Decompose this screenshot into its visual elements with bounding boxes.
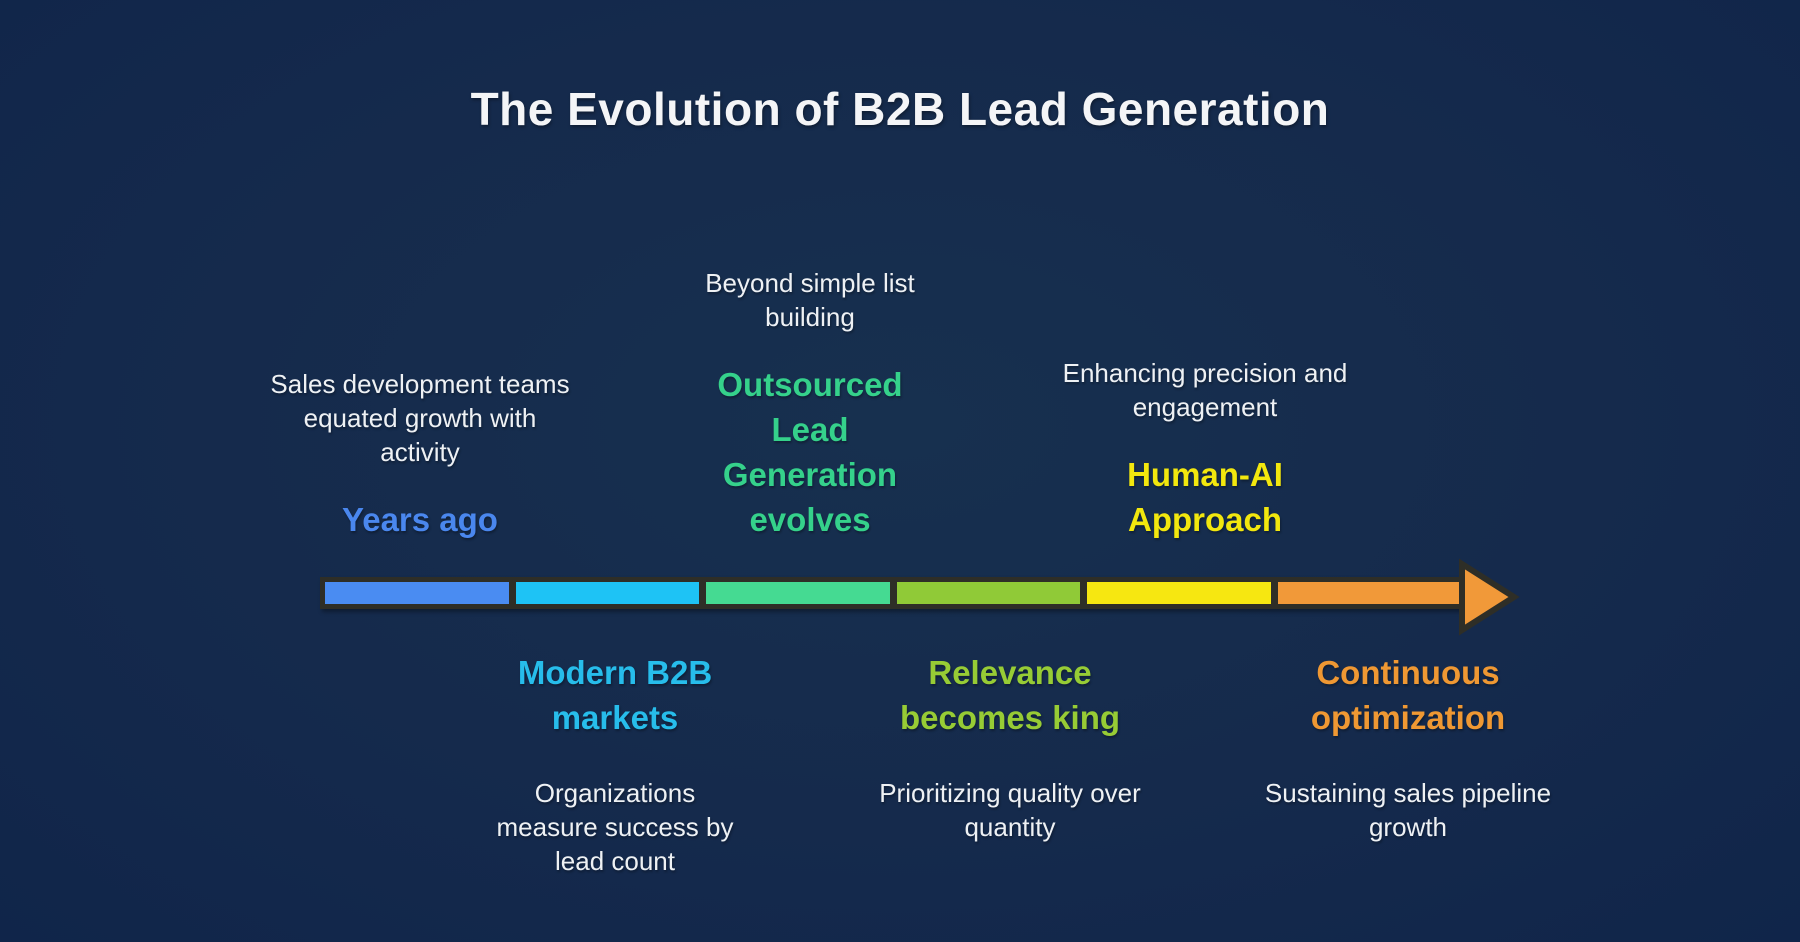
milestone-outsourced-lead-generation: Beyond simple list building Outsourced L…: [670, 266, 950, 542]
timeline-segment-modern-b2b-markets: [515, 582, 699, 604]
milestone-description: Sustaining sales pipeline growth: [1264, 778, 1552, 842]
milestone-heading: Modern B2B markets: [517, 654, 713, 736]
milestone-continuous-optimization: Continuous optimization Sustaining sales…: [1253, 650, 1563, 844]
milestone-description: Beyond simple list building: [705, 268, 915, 332]
milestone-heading: Outsourced Lead Generation evolves: [717, 366, 903, 538]
milestone-years-ago: Sales development teams equated growth w…: [270, 367, 570, 542]
timeline-segment-years-ago: [325, 582, 509, 604]
milestone-description: Sales development teams equated growth w…: [270, 369, 570, 467]
milestone-description: Organizations measure success by lead co…: [496, 778, 734, 876]
arrow-head-shape: [1459, 558, 1520, 636]
timeline-bar: [320, 577, 1466, 609]
timeline-segment-human-ai-approach: [1087, 582, 1271, 604]
timeline-segment-continuous-optimization: [1277, 582, 1461, 604]
milestone-description: Enhancing precision and engagement: [1062, 358, 1348, 422]
milestone-heading: Relevance becomes king: [899, 654, 1121, 736]
milestone-heading: Human-AI Approach: [1127, 456, 1283, 538]
milestone-heading: Years ago: [342, 501, 498, 538]
milestone-description: Prioritizing quality over quantity: [879, 778, 1141, 842]
milestone-human-ai-approach: Enhancing precision and engagement Human…: [1055, 356, 1355, 542]
milestone-modern-b2b-markets: Modern B2B markets Organizations measure…: [465, 650, 765, 878]
milestone-relevance-becomes-king: Relevance becomes king Prioritizing qual…: [860, 650, 1160, 844]
timeline-segment-outsourced-lead-generation: [706, 582, 890, 604]
page-title: The Evolution of B2B Lead Generation: [470, 83, 1330, 135]
timeline-arrow-icon: [1459, 558, 1520, 636]
milestone-heading: Continuous optimization: [1310, 654, 1506, 736]
timeline-segment-relevance-becomes-king: [896, 582, 1080, 604]
